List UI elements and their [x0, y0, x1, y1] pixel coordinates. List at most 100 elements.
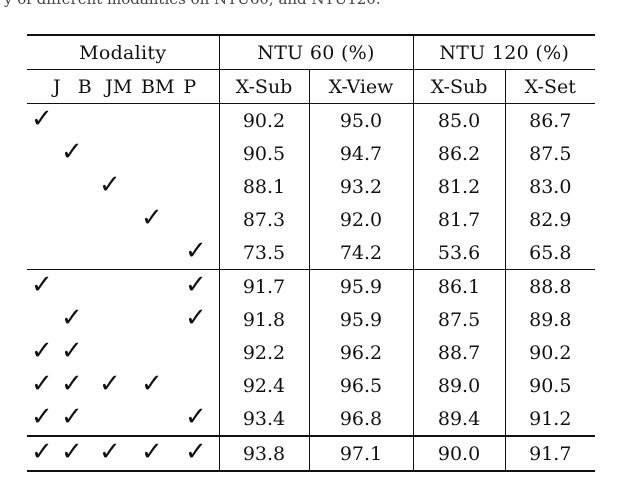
modality-checks: ✓: [27, 137, 219, 170]
metric-header-ntu60-xsub: X-Sub: [218, 69, 309, 104]
table-row: ✓ ✓ 92.2 96.2 88.7 90.2: [27, 336, 596, 369]
value-cell: 88.7: [412, 336, 506, 369]
value-cell: 96.2: [308, 336, 414, 369]
value-cell: 86.2: [412, 137, 506, 170]
value-cell: 83.0: [504, 170, 596, 203]
value-cell: 95.9: [308, 303, 414, 336]
metric-header-ntu120-xsub: X-Sub: [412, 69, 506, 104]
value-cell: 91.7: [504, 436, 596, 471]
check-icon: ✓: [61, 437, 83, 467]
check-icon: ✓: [31, 104, 53, 134]
value-cell: 93.2: [308, 170, 414, 203]
check-icon: ✓: [185, 437, 207, 467]
value-cell: 87.5: [412, 303, 506, 336]
results-table: Modality NTU 60 (%) NTU 120 (%) J B JM BM P …: [27, 34, 596, 472]
check-icon: ✓: [141, 203, 163, 233]
modality-checks: ✓ ✓: [27, 336, 219, 369]
check-icon: ✓: [185, 303, 207, 333]
value-cell: 91.8: [218, 303, 309, 336]
check-icon: ✓: [31, 270, 53, 300]
value-cell: 89.8: [504, 303, 596, 336]
modality-checks: ✓: [27, 104, 219, 138]
value-cell: 65.8: [504, 236, 596, 270]
modality-checks: ✓ ✓ ✓: [27, 402, 219, 436]
value-cell: 95.0: [308, 103, 414, 137]
modality-checks: ✓ ✓: [27, 270, 219, 304]
check-icon: ✓: [61, 402, 83, 432]
modality-header-b: B: [77, 75, 92, 98]
check-icon: ✓: [61, 336, 83, 366]
value-cell: 96.8: [308, 402, 414, 436]
value-cell: 90.2: [218, 103, 309, 137]
metric-header-ntu60-xview: X-View: [308, 69, 414, 104]
modality-checks: ✓: [27, 203, 219, 236]
modality-checks: ✓ ✓: [27, 303, 219, 336]
table-row: ✓ ✓ 91.8 95.9 87.5 89.8: [27, 303, 596, 336]
table-row: ✓ 90.5 94.7 86.2 87.5: [27, 137, 596, 170]
check-icon: ✓: [99, 170, 121, 200]
modality-checks: ✓: [27, 236, 219, 270]
value-cell: 87.5: [504, 137, 596, 170]
results-body: ✓ 90.2 95.0 85.0 86.7 ✓ 90.5 94.7 86.2 87.5 ✓ 88.1 9…: [27, 103, 596, 471]
header-ntu120: NTU 120 (%): [412, 35, 596, 70]
modality-checks: ✓: [27, 170, 219, 203]
table-row: ✓ ✓ ✓ ✓ ✓ 93.8 97.1 90.0 91.7: [27, 436, 596, 471]
check-icon: ✓: [185, 270, 207, 300]
value-cell: 82.9: [504, 203, 596, 236]
value-cell: 93.8: [218, 436, 309, 471]
value-cell: 90.5: [504, 369, 596, 402]
check-icon: ✓: [61, 369, 83, 399]
check-icon: ✓: [141, 437, 163, 467]
table-row: ✓ 90.2 95.0 85.0 86.7: [27, 103, 596, 138]
value-cell: 81.2: [412, 170, 506, 203]
check-icon: ✓: [31, 437, 53, 467]
value-cell: 93.4: [218, 402, 309, 436]
value-cell: 53.6: [412, 236, 506, 270]
value-cell: 91.2: [504, 402, 596, 436]
value-cell: 94.7: [308, 137, 414, 170]
value-cell: 92.2: [218, 336, 309, 369]
value-cell: 92.4: [218, 369, 309, 402]
check-icon: ✓: [185, 236, 207, 266]
value-cell: 89.4: [412, 402, 506, 436]
value-cell: 74.2: [308, 236, 414, 270]
check-icon: ✓: [99, 369, 121, 399]
check-icon: ✓: [185, 402, 207, 432]
header-modality: Modality: [27, 35, 219, 70]
value-cell: 81.7: [412, 203, 506, 236]
check-icon: ✓: [31, 369, 53, 399]
value-cell: 92.0: [308, 203, 414, 236]
check-icon: ✓: [99, 437, 121, 467]
value-cell: 86.7: [504, 103, 596, 137]
header-ntu60: NTU 60 (%): [218, 35, 414, 70]
modality-checks: ✓ ✓ ✓ ✓: [27, 369, 219, 402]
value-cell: 87.3: [218, 203, 309, 236]
modality-header-jm: JM: [105, 75, 133, 98]
value-cell: 89.0: [412, 369, 506, 402]
table-row: ✓ ✓ ✓ ✓ 92.4 96.5 89.0 90.5: [27, 369, 596, 402]
value-cell: 97.1: [308, 436, 414, 471]
modality-header-j: J: [52, 75, 61, 98]
value-cell: 90.2: [504, 336, 596, 369]
check-icon: ✓: [61, 303, 83, 333]
value-cell: 96.5: [308, 369, 414, 402]
check-icon: ✓: [61, 137, 83, 167]
modality-header-bm: BM: [141, 75, 175, 98]
check-icon: ✓: [141, 369, 163, 399]
modality-checks: ✓ ✓ ✓ ✓ ✓: [27, 436, 219, 471]
check-icon: ✓: [31, 336, 53, 366]
table-row: ✓ 88.1 93.2 81.2 83.0: [27, 170, 596, 203]
value-cell: 90.0: [412, 436, 506, 471]
table-row: ✓ 73.5 74.2 53.6 65.8: [27, 236, 596, 270]
table-row: ✓ ✓ 91.7 95.9 86.1 88.8: [27, 269, 596, 304]
value-cell: 95.9: [308, 269, 414, 303]
check-icon: ✓: [31, 402, 53, 432]
table-row: ✓ ✓ ✓ 93.4 96.8 89.4 91.2: [27, 402, 596, 436]
modality-subheaders: J B JM BM P: [27, 70, 219, 104]
value-cell: 88.8: [504, 269, 596, 303]
table-row: ✓ 87.3 92.0 81.7 82.9: [27, 203, 596, 236]
value-cell: 91.7: [218, 269, 309, 303]
value-cell: 85.0: [412, 103, 506, 137]
value-cell: 90.5: [218, 137, 309, 170]
